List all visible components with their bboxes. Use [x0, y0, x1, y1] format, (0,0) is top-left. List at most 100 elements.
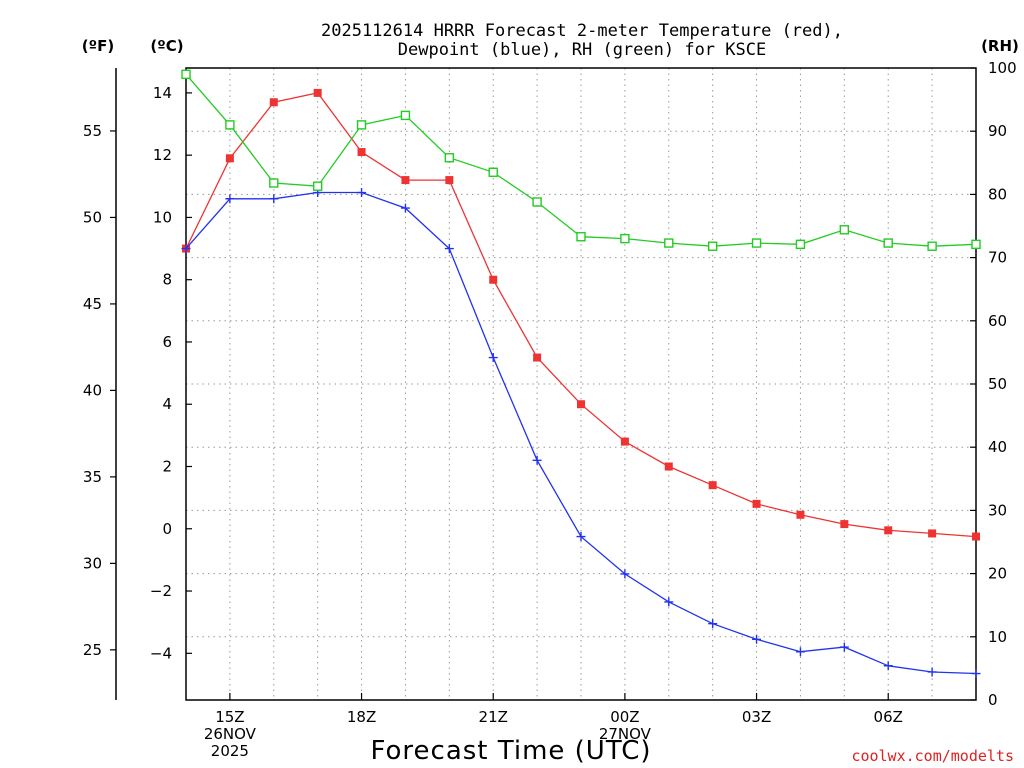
rh-point	[225, 120, 235, 130]
dewpoint-point	[708, 619, 718, 629]
celsius-tick-label: −2	[150, 582, 172, 600]
rh-point	[269, 178, 279, 188]
celsius-tick-label: 2	[162, 458, 172, 476]
x-tick-label: 03Z	[742, 708, 771, 726]
dewpoint-point	[400, 203, 410, 213]
rh-point	[971, 239, 981, 250]
temperature-point	[708, 481, 717, 490]
rh-tick-label: 0	[988, 691, 998, 709]
dewpoint-point	[269, 194, 279, 204]
rh-tick-label: 50	[988, 375, 1007, 393]
rh-tick-label: 100	[988, 59, 1017, 77]
x-tick-label: 21Z	[479, 708, 508, 726]
dewpoint-point	[444, 244, 454, 254]
rh-point	[532, 197, 542, 207]
celsius-tick-label: 6	[162, 333, 172, 351]
temperature-point	[577, 400, 585, 409]
rh-point	[312, 181, 323, 191]
rh-point	[488, 167, 498, 177]
dewpoint-point	[795, 647, 805, 657]
dewpoint-point	[839, 642, 849, 652]
x-axis-title: Forecast Time (UTC)	[370, 736, 651, 766]
dewpoint-point	[927, 667, 937, 677]
temperature-point	[533, 353, 542, 362]
temperature-point	[357, 148, 366, 157]
x-tick-label: 06Z	[874, 708, 903, 726]
temperature-point	[313, 88, 322, 97]
fahrenheit-tick-label: 45	[83, 295, 102, 313]
rh-point	[927, 241, 937, 251]
dewpoint-series	[181, 188, 981, 679]
dewpoint-point	[620, 569, 630, 579]
fahrenheit-tick-label: 35	[83, 468, 102, 486]
data-series	[181, 69, 981, 679]
fahrenheit-tick-label: 55	[83, 122, 102, 140]
x-tick-label: 18Z	[347, 708, 376, 726]
temperature-point	[269, 98, 278, 107]
x-tick-label: 00Z	[610, 708, 639, 726]
rh-tick-label: 10	[988, 628, 1007, 646]
celsius-tick-label: 4	[162, 395, 172, 413]
temperature-point	[972, 532, 980, 541]
celsius-tick-label: 12	[153, 146, 172, 164]
rh-point	[356, 120, 367, 130]
fahrenheit-axis-label: (ºF)	[82, 37, 114, 55]
rh-series	[181, 69, 981, 251]
rh-tick-label: 30	[988, 501, 1007, 519]
fahrenheit-tick-label: 40	[83, 381, 102, 399]
celsius-tick-label: 0	[162, 520, 172, 538]
celsius-tick-label: 10	[153, 208, 172, 226]
dewpoint-point	[532, 455, 542, 465]
dewpoint-point	[225, 194, 235, 204]
celsius-tick-label: −4	[150, 644, 172, 662]
fahrenheit-tick-label: 30	[83, 554, 102, 572]
temperature-point	[620, 437, 629, 446]
temperature-point	[884, 526, 893, 535]
chart-title-line-1: 2025112614 HRRR Forecast 2-meter Tempera…	[321, 21, 843, 41]
temperature-point	[445, 176, 454, 185]
dewpoint-point	[181, 244, 191, 254]
temperature-point	[225, 154, 234, 163]
dewpoint-point	[752, 634, 762, 644]
celsius-axis-label: (ºC)	[150, 37, 183, 55]
rh-tick-label: 90	[988, 122, 1007, 140]
temperature-point	[489, 275, 498, 284]
rh-tick-label: 20	[988, 565, 1007, 583]
x-tick-label: 15Z	[215, 708, 244, 726]
x-tick-label: 2025	[211, 742, 249, 760]
fahrenheit-tick-label: 25	[83, 641, 102, 659]
rh-point	[839, 225, 850, 235]
celsius-tick-label: 14	[153, 84, 172, 102]
temperature-point	[796, 510, 805, 519]
temperature-series	[182, 88, 980, 541]
rh-tick-label: 40	[988, 438, 1007, 456]
celsius-tick-label: 8	[162, 271, 172, 289]
dewpoint-point	[576, 532, 586, 542]
rh-point	[444, 153, 455, 163]
rh-tick-label: 80	[988, 185, 1007, 203]
rh-point	[400, 110, 411, 121]
rh-point	[707, 241, 718, 251]
rh-tick-label: 70	[988, 249, 1007, 267]
rh-point	[795, 239, 806, 250]
temperature-point	[401, 176, 410, 185]
temperature-point	[840, 520, 849, 529]
dewpoint-point	[357, 188, 367, 198]
rh-axis-label: (RH)	[981, 37, 1019, 55]
rh-point	[181, 69, 191, 80]
dewpoint-point	[971, 669, 981, 679]
dewpoint-point	[664, 597, 674, 607]
x-tick-label: 27NOV	[599, 725, 652, 743]
rh-point	[620, 233, 630, 244]
rh-point	[751, 238, 762, 248]
temperature-point	[752, 499, 761, 508]
x-tick-label: 26NOV	[204, 725, 257, 743]
rh-tick-label: 60	[988, 312, 1007, 330]
credit-text: coolwx.com/modelts	[851, 747, 1014, 765]
rh-point	[883, 238, 893, 248]
dewpoint-point	[883, 661, 893, 671]
temperature-point	[928, 529, 937, 538]
axes: 14121086420−2−45550454035302510090807060…	[83, 59, 1017, 760]
rh-point	[576, 232, 586, 242]
